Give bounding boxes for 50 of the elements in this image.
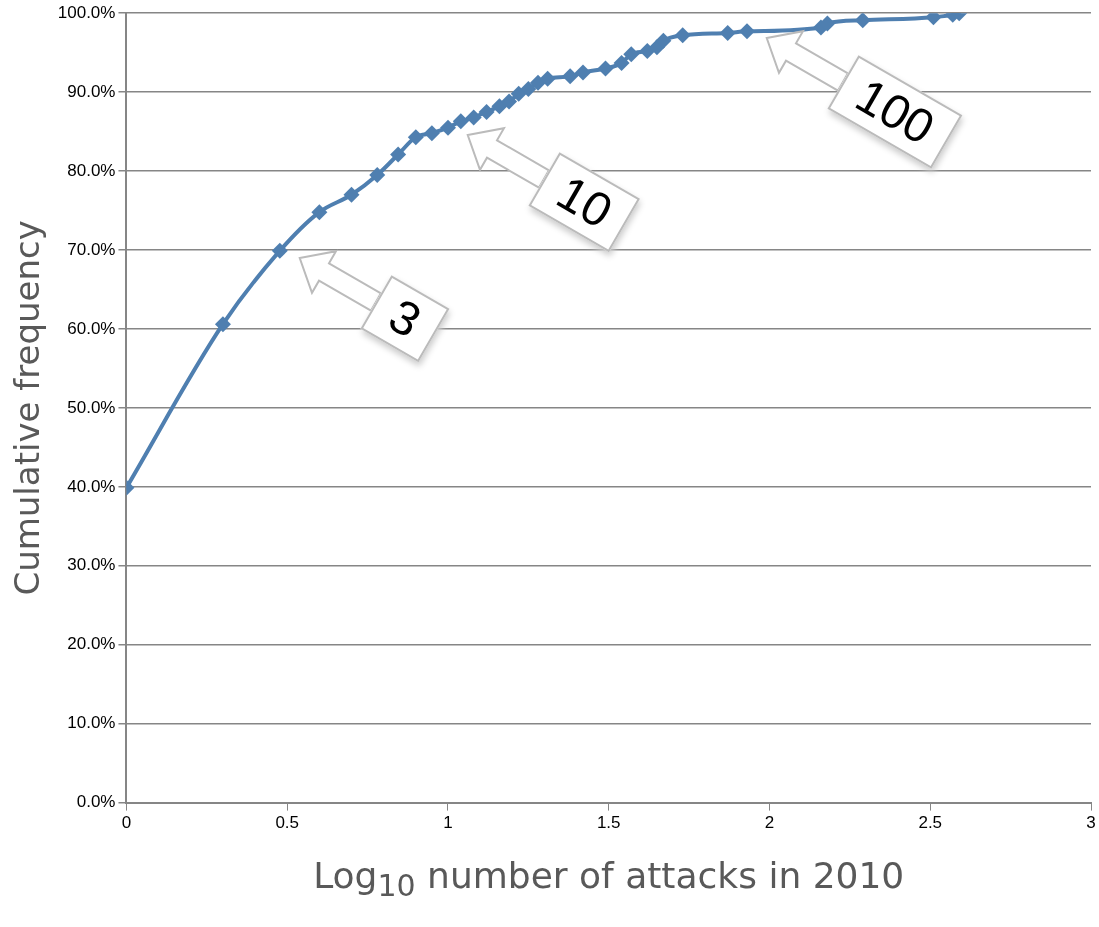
point (719, 24, 736, 41)
point (501, 93, 518, 110)
y-tick-label: 0.0% (76, 792, 116, 812)
y-tick-label: 70.0% (67, 239, 116, 259)
y-tick-label: 100.0% (57, 2, 116, 22)
point (738, 23, 755, 40)
annotation: 100 (827, 55, 963, 170)
point (452, 113, 469, 130)
point (655, 32, 672, 49)
point (369, 167, 386, 184)
annotation: 10 (528, 151, 641, 253)
point (214, 316, 231, 333)
x-tick-label: 2.5 (918, 813, 943, 833)
y-tick-label: 30.0% (67, 555, 116, 575)
x-tick-label: 0.5 (275, 813, 300, 833)
point (478, 103, 495, 120)
point (539, 70, 556, 87)
point (311, 204, 328, 221)
point (390, 146, 407, 163)
point (623, 46, 640, 63)
y-tick-label: 90.0% (67, 81, 116, 101)
point (613, 54, 630, 71)
x-tick-label: 1 (443, 813, 453, 833)
point (854, 13, 871, 29)
y-tick-label: 40.0% (67, 476, 116, 496)
point (407, 129, 424, 146)
point (423, 125, 440, 142)
point (674, 27, 691, 44)
point (575, 64, 592, 81)
y-tick-label: 50.0% (67, 397, 116, 417)
point (520, 80, 537, 97)
y-tick-label: 80.0% (67, 160, 116, 180)
point (439, 119, 456, 136)
point (510, 85, 527, 102)
point (271, 242, 288, 259)
y-tick-label: 10.0% (67, 713, 116, 733)
y-tick-label: 20.0% (67, 634, 116, 654)
x-tick-label: 3 (1086, 813, 1096, 833)
annotation: 3 (360, 274, 450, 362)
x-tick-label: 1.5 (596, 813, 621, 833)
x-tick-label: 2 (764, 813, 775, 833)
point (597, 60, 614, 77)
point (562, 68, 579, 85)
point (343, 186, 360, 203)
point (465, 109, 482, 126)
point (491, 98, 508, 115)
x-axis-title: Log$_{10}$ number of attacks in 2010 (312, 855, 906, 904)
y-axis-title: Cumulative frequency (7, 220, 48, 596)
y-tick-label: 60.0% (67, 318, 116, 338)
x-tick-label: 0 (121, 813, 132, 833)
